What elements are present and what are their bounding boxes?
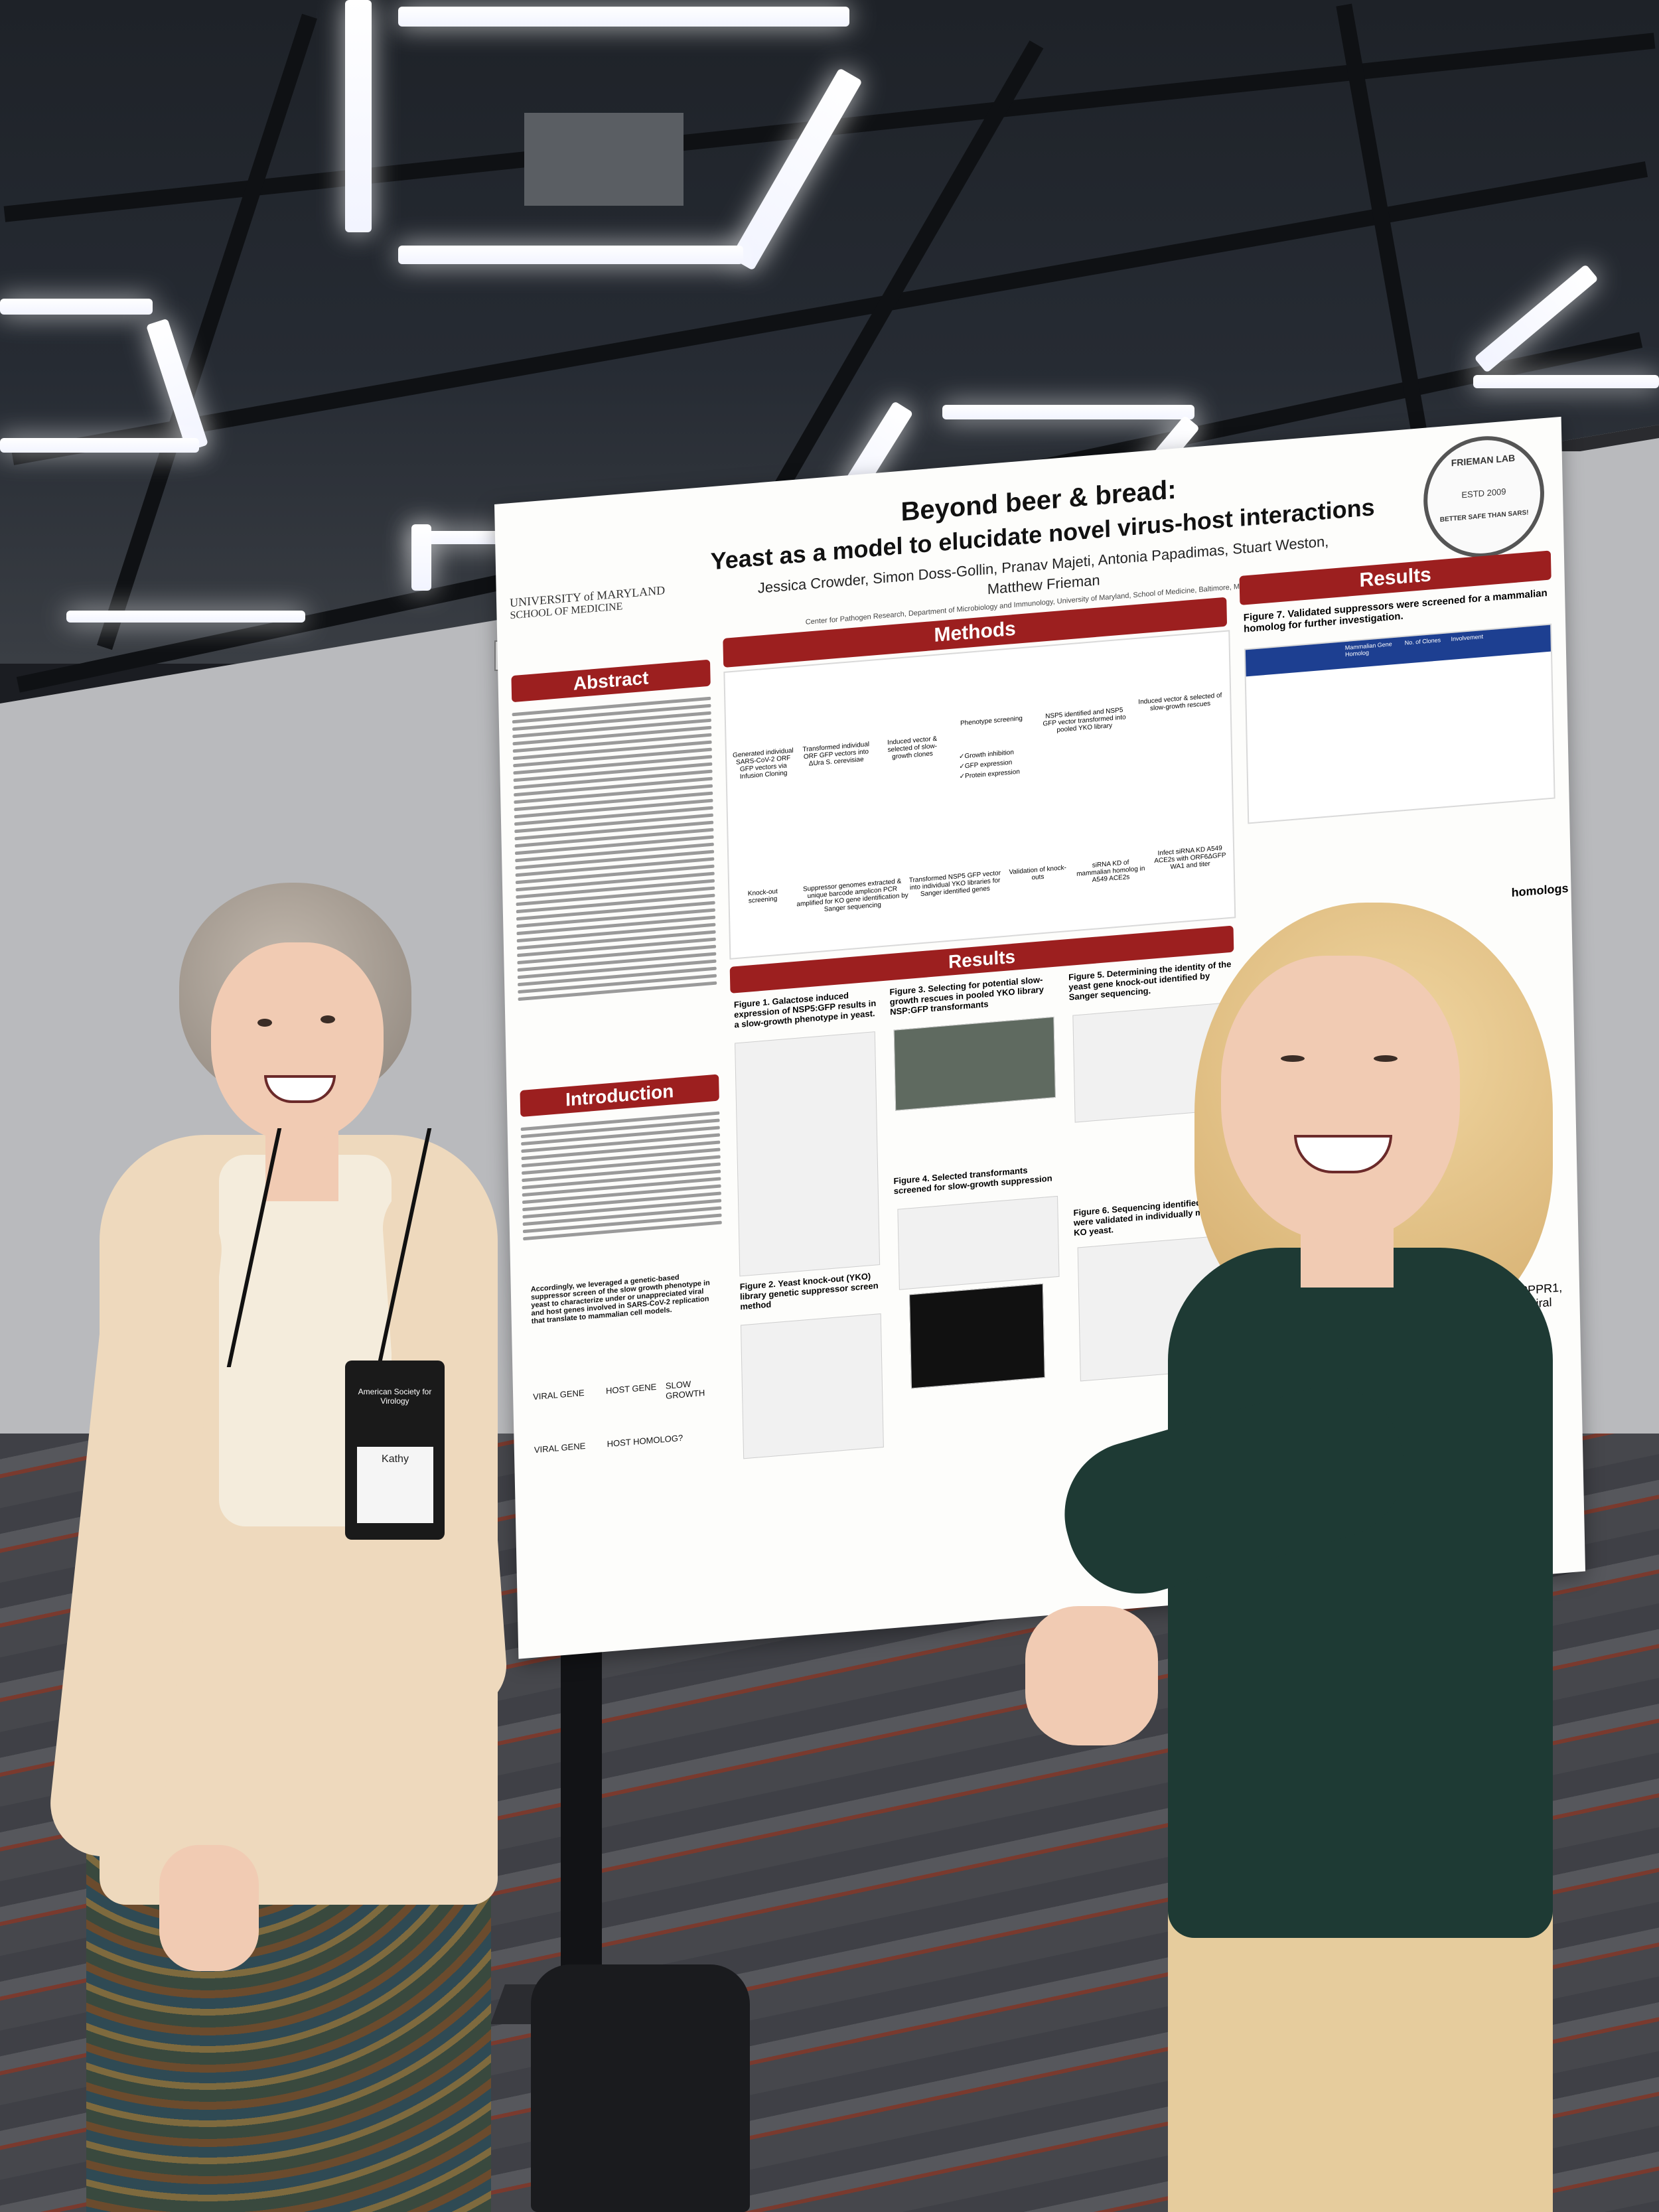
- figure-7-table: Mammalian Gene Homolog No. of Clones Inv…: [1244, 623, 1555, 824]
- methods-panel: Generated individual SARS-CoV-2 ORF GFP …: [723, 630, 1236, 960]
- abstract-text: [512, 693, 718, 1081]
- seal-text: ESTD 2009: [1461, 486, 1506, 500]
- ceiling-light: [0, 299, 153, 315]
- diagram-label: HOST GENE: [605, 1381, 657, 1396]
- figure-2-diagram: [740, 1313, 884, 1459]
- ceiling-light: [411, 524, 431, 591]
- person-right-hands: [1025, 1606, 1158, 1745]
- badge-name: Kathy: [382, 1453, 409, 1465]
- seal-text: BETTER SAFE THAN SARS!: [1439, 509, 1529, 524]
- method-step: Transformed individual ORF GFP vectors i…: [802, 741, 870, 768]
- ceiling-light: [942, 405, 1194, 419]
- method-step: Generated individual SARS-CoV-2 ORF GFP …: [733, 747, 794, 781]
- figure-1-plot: [735, 1031, 881, 1277]
- ceiling-light: [1473, 375, 1659, 388]
- figure-4-microscopy: [909, 1283, 1045, 1389]
- ceiling-light: [345, 0, 372, 232]
- badge-org: American Society for Virology: [358, 1387, 432, 1406]
- figure-1-caption: Figure 1. Galactose induced expression o…: [733, 990, 877, 1030]
- diagram-label: HOST HOMOLOG?: [607, 1432, 684, 1449]
- person-left-hand: [159, 1845, 259, 1971]
- ceiling-light: [398, 246, 743, 264]
- figure-2-caption: Figure 2. Yeast knock-out (YKO) library …: [739, 1271, 879, 1312]
- figure-3-plate-image: [893, 1016, 1056, 1111]
- method-step: siRNA KD of mammalian homolog in A549 AC…: [1076, 859, 1145, 884]
- method-step: Suppressor genomes extracted & unique ba…: [796, 877, 908, 914]
- diagram-label: VIRAL GENE: [533, 1387, 585, 1402]
- person-left-face: [211, 942, 384, 1142]
- ceiling-light: [398, 7, 849, 27]
- method-step: Phenotype screening: [960, 715, 1023, 727]
- figure-4-caption: Figure 4. Selected transformants screene…: [893, 1165, 1052, 1197]
- method-step: Validation of knock-outs: [1009, 864, 1067, 882]
- ceiling-light: [66, 611, 305, 623]
- method-step: Induced vector & selected of slow-growth…: [887, 735, 938, 761]
- diagram-label: VIRAL GENE: [534, 1440, 586, 1455]
- method-step: Induced vector & selected of slow-growth…: [1138, 692, 1222, 713]
- university-logo: UNIVERSITY of MARYLAND SCHOOL OF MEDICIN…: [510, 583, 669, 623]
- person-right-blouse: [1168, 1248, 1553, 1938]
- figure-3-caption: Figure 3. Selecting for potential slow-g…: [889, 974, 1045, 1017]
- frieman-lab-seal: FRIEMAN LAB ESTD 2009 BETTER SAFE THAN S…: [1422, 431, 1546, 563]
- phenotype-check: ✓Protein expression: [959, 768, 1020, 781]
- method-step: Transformed NSP5 GFP vector into individ…: [908, 869, 1001, 899]
- method-step: NSP5 identified and NSP5 GFP vector tran…: [1043, 706, 1126, 734]
- backpack: [531, 1964, 750, 2212]
- figure-4-plot: [897, 1195, 1060, 1290]
- introduction-diagram: VIRAL GENE HOST GENE SLOW GROWTH VIRAL G…: [533, 1363, 721, 1478]
- seal-text: FRIEMAN LAB: [1451, 452, 1516, 469]
- partial-text: homologs: [1511, 881, 1569, 900]
- figure-5-caption: Figure 5. Determining the identity of th…: [1068, 958, 1232, 1003]
- method-step: Knock-out screening: [747, 887, 778, 905]
- person-right-face: [1221, 956, 1460, 1241]
- ceiling-light: [0, 438, 199, 453]
- diagram-label: SLOW GROWTH: [665, 1378, 705, 1401]
- name-badge-card: Kathy: [357, 1447, 433, 1523]
- method-step: Infect siRNA KD A549 ACE2s with ORF6ΔGFP…: [1154, 844, 1226, 871]
